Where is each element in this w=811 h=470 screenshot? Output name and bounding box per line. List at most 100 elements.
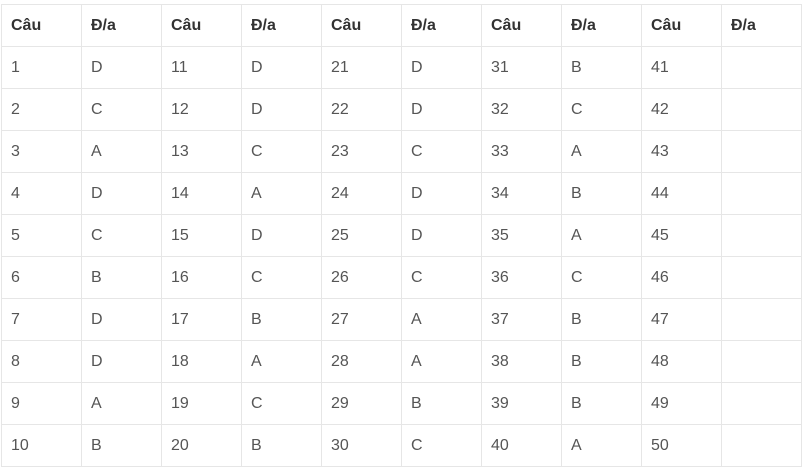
answer-cell: B xyxy=(561,298,642,341)
question-number-cell: 47 xyxy=(641,298,722,341)
table-row: 2 C 12 D 22 D 32 C 42 xyxy=(1,88,802,131)
question-number-cell: 4 xyxy=(1,172,82,215)
question-number-cell: 33 xyxy=(481,130,562,173)
question-number-cell: 31 xyxy=(481,46,562,89)
answer-cell: B xyxy=(241,424,322,467)
question-number-cell: 46 xyxy=(641,256,722,299)
answer-cell: B xyxy=(81,424,162,467)
answer-cell: A xyxy=(81,382,162,425)
question-number-cell: 7 xyxy=(1,298,82,341)
question-number-cell: 20 xyxy=(161,424,242,467)
table-row: 7 D 17 B 27 A 37 B 47 xyxy=(1,298,802,341)
question-number-cell: 45 xyxy=(641,214,722,257)
answer-cell xyxy=(721,340,802,383)
question-number-cell: 19 xyxy=(161,382,242,425)
question-number-cell: 41 xyxy=(641,46,722,89)
answer-cell: A xyxy=(81,130,162,173)
question-number-cell: 10 xyxy=(1,424,82,467)
question-number-cell: 43 xyxy=(641,130,722,173)
question-number-cell: 1 xyxy=(1,46,82,89)
answer-cell: D xyxy=(401,214,482,257)
answer-cell: C xyxy=(561,256,642,299)
answer-cell: D xyxy=(241,46,322,89)
table-header: Câu Đ/a Câu Đ/a Câu Đ/a Câu Đ/a Câu Đ/a xyxy=(1,4,802,47)
answer-cell: D xyxy=(241,214,322,257)
table-row: 4 D 14 A 24 D 34 B 44 xyxy=(1,172,802,215)
answer-cell: A xyxy=(561,424,642,467)
table-row: 5 C 15 D 25 D 35 A 45 xyxy=(1,214,802,257)
question-number-cell: 36 xyxy=(481,256,562,299)
question-number-cell: 50 xyxy=(641,424,722,467)
answer-cell: C xyxy=(81,88,162,131)
question-number-cell: 13 xyxy=(161,130,242,173)
header-question-number: Câu xyxy=(161,4,242,47)
answer-cell: B xyxy=(561,172,642,215)
question-number-cell: 23 xyxy=(321,130,402,173)
answer-cell: C xyxy=(241,130,322,173)
answer-cell xyxy=(721,424,802,467)
answer-cell xyxy=(721,172,802,215)
question-number-cell: 3 xyxy=(1,130,82,173)
question-number-cell: 34 xyxy=(481,172,562,215)
answer-cell: B xyxy=(561,340,642,383)
answer-cell: B xyxy=(241,298,322,341)
question-number-cell: 12 xyxy=(161,88,242,131)
question-number-cell: 39 xyxy=(481,382,562,425)
question-number-cell: 35 xyxy=(481,214,562,257)
question-number-cell: 16 xyxy=(161,256,242,299)
question-number-cell: 21 xyxy=(321,46,402,89)
answer-cell: C xyxy=(241,382,322,425)
answer-cell: D xyxy=(401,88,482,131)
header-question-number: Câu xyxy=(481,4,562,47)
question-number-cell: 48 xyxy=(641,340,722,383)
answer-cell: A xyxy=(241,172,322,215)
question-number-cell: 14 xyxy=(161,172,242,215)
answer-cell xyxy=(721,130,802,173)
question-number-cell: 6 xyxy=(1,256,82,299)
answer-cell: C xyxy=(401,424,482,467)
header-question-number: Câu xyxy=(641,4,722,47)
answer-cell: A xyxy=(401,298,482,341)
question-number-cell: 27 xyxy=(321,298,402,341)
answer-cell xyxy=(721,214,802,257)
answer-cell: C xyxy=(241,256,322,299)
answer-cell: D xyxy=(81,298,162,341)
answer-key-table: Câu Đ/a Câu Đ/a Câu Đ/a Câu Đ/a Câu Đ/a 1 D 11 D 21 D 3… xyxy=(1,4,802,467)
table-row: 9 A 19 C 29 B 39 B 49 xyxy=(1,382,802,425)
answer-cell: C xyxy=(81,214,162,257)
question-number-cell: 5 xyxy=(1,214,82,257)
question-number-cell: 9 xyxy=(1,382,82,425)
answer-cell xyxy=(721,298,802,341)
question-number-cell: 32 xyxy=(481,88,562,131)
answer-cell: A xyxy=(241,340,322,383)
answer-cell: B xyxy=(561,382,642,425)
answer-cell xyxy=(721,46,802,89)
answer-cell: A xyxy=(401,340,482,383)
header-answer: Đ/a xyxy=(721,4,802,47)
question-number-cell: 18 xyxy=(161,340,242,383)
table-body: 1 D 11 D 21 D 31 B 41 2 C 12 D 22 D 32 C 42 3 A 13 C 23 C 33 A 43 4… xyxy=(1,46,802,467)
header-answer: Đ/a xyxy=(561,4,642,47)
table-row: 6 B 16 C 26 C 36 C 46 xyxy=(1,256,802,299)
table-row: 1 D 11 D 21 D 31 B 41 xyxy=(1,46,802,89)
table-row: 3 A 13 C 23 C 33 A 43 xyxy=(1,130,802,173)
header-answer: Đ/a xyxy=(401,4,482,47)
header-question-number: Câu xyxy=(1,4,82,47)
answer-cell: C xyxy=(401,130,482,173)
question-number-cell: 29 xyxy=(321,382,402,425)
header-question-number: Câu xyxy=(321,4,402,47)
question-number-cell: 15 xyxy=(161,214,242,257)
answer-cell: B xyxy=(561,46,642,89)
question-number-cell: 25 xyxy=(321,214,402,257)
answer-cell xyxy=(721,88,802,131)
question-number-cell: 11 xyxy=(161,46,242,89)
question-number-cell: 30 xyxy=(321,424,402,467)
question-number-cell: 38 xyxy=(481,340,562,383)
answer-cell: D xyxy=(401,46,482,89)
answer-cell: A xyxy=(561,214,642,257)
question-number-cell: 8 xyxy=(1,340,82,383)
question-number-cell: 49 xyxy=(641,382,722,425)
answer-cell: C xyxy=(401,256,482,299)
answer-cell: D xyxy=(401,172,482,215)
question-number-cell: 40 xyxy=(481,424,562,467)
